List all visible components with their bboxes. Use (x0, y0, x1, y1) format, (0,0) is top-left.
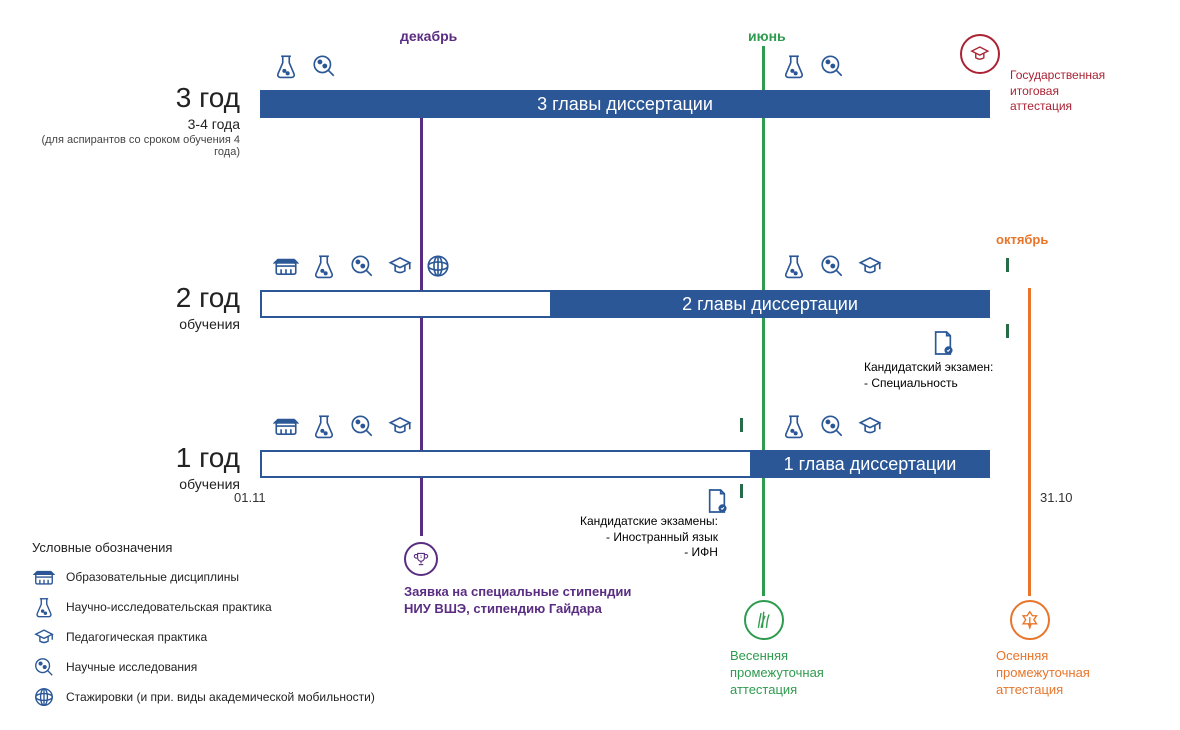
grad-icon (856, 252, 884, 280)
legend-row-globe: Стажировки (и при. виды академической мо… (32, 685, 375, 709)
legend-row-grad: Педагогическая практика (32, 625, 207, 649)
globe-icon (424, 252, 452, 280)
flask-icon (310, 252, 338, 280)
research-icon (310, 52, 338, 80)
year-big: 2 год (40, 282, 240, 314)
year-sub: обучения (40, 476, 240, 492)
label-october: октябрь (996, 232, 1048, 247)
year-label-y3: 3 год 3-4 года (для аспирантов со сроком… (40, 82, 240, 158)
exam-y2-text: Кандидатский экзамен: - Специальность (864, 360, 993, 391)
bar-fill-y3: 3 главы диссертации (260, 90, 990, 118)
icons-before-y3 (272, 52, 338, 80)
flask-icon (780, 252, 808, 280)
final-text: Государственная итоговая аттестация (1010, 68, 1105, 115)
research-icon (818, 52, 846, 80)
label-june: июнь (748, 28, 786, 44)
tick-1 (1006, 258, 1009, 272)
legend-row-research: Научные исследования (32, 655, 197, 679)
year-note: (для аспирантов со сроком обучения 4 год… (40, 134, 240, 158)
edu-icon (32, 565, 56, 589)
vline-green (762, 46, 765, 596)
grad-icon (386, 412, 414, 440)
graduation-cap-icon (960, 34, 1000, 74)
autumn-icon (1010, 600, 1050, 640)
icons-before-y2 (272, 252, 452, 280)
flask-icon (780, 412, 808, 440)
flask-icon (32, 595, 56, 619)
edu-icon (272, 412, 300, 440)
icons-after-y3 (780, 52, 846, 80)
icons-before-y1 (272, 412, 414, 440)
year-label-y1: 1 год обучения (40, 442, 240, 492)
doc-icon-y2 (932, 330, 954, 356)
research-icon (818, 252, 846, 280)
bar-fill-y1: 1 глава диссертации (750, 450, 990, 478)
grad-icon (386, 252, 414, 280)
legend-text: Педагогическая практика (66, 630, 207, 644)
date-start: 01.11 (234, 490, 266, 505)
timeline-canvas: декабрь июнь октябрь 3 год 3-4 года (для… (0, 0, 1180, 730)
tick-4 (740, 484, 743, 498)
flask-icon (780, 52, 808, 80)
research-icon (348, 412, 376, 440)
icons-after-y2 (780, 252, 884, 280)
label-december: декабрь (400, 28, 457, 44)
grad-icon (856, 412, 884, 440)
year-big: 1 год (40, 442, 240, 474)
legend-row-flask: Научно-исследовательская практика (32, 595, 272, 619)
research-icon (32, 655, 56, 679)
scholarship-text: Заявка на специальные стипендии НИУ ВШЭ,… (404, 584, 631, 618)
spring-text: Весенняя промежуточная аттестация (730, 648, 824, 699)
vline-orange (1028, 288, 1031, 596)
bar-fill-y2: 2 главы диссертации (550, 290, 990, 318)
globe-icon (32, 685, 56, 709)
doc-icon-y1 (706, 488, 728, 514)
date-end: 31.10 (1040, 490, 1073, 505)
research-icon (818, 412, 846, 440)
tick-2 (1006, 324, 1009, 338)
year-sub: обучения (40, 316, 240, 332)
exam-y1-text: Кандидатские экзамены: - Иностранный язы… (580, 514, 718, 561)
trophy-icon: 1 (404, 542, 438, 576)
icons-after-y1 (780, 412, 884, 440)
legend-text: Образовательные дисциплины (66, 570, 239, 584)
year-sub: 3-4 года (40, 116, 240, 132)
edu-icon (272, 252, 300, 280)
spring-icon (744, 600, 784, 640)
svg-text:1: 1 (420, 554, 423, 559)
research-icon (348, 252, 376, 280)
legend-text: Научные исследования (66, 660, 197, 674)
year-label-y2: 2 год обучения (40, 282, 240, 332)
legend-text: Стажировки (и при. виды академической мо… (66, 690, 375, 704)
autumn-text: Осенняя промежуточная аттестация (996, 648, 1090, 699)
legend-row-edu: Образовательные дисциплины (32, 565, 239, 589)
flask-icon (272, 52, 300, 80)
grad-icon (32, 625, 56, 649)
year-big: 3 год (40, 82, 240, 114)
legend-title: Условные обозначения (32, 540, 172, 555)
legend-text: Научно-исследовательская практика (66, 600, 272, 614)
tick-3 (740, 418, 743, 432)
flask-icon (310, 412, 338, 440)
